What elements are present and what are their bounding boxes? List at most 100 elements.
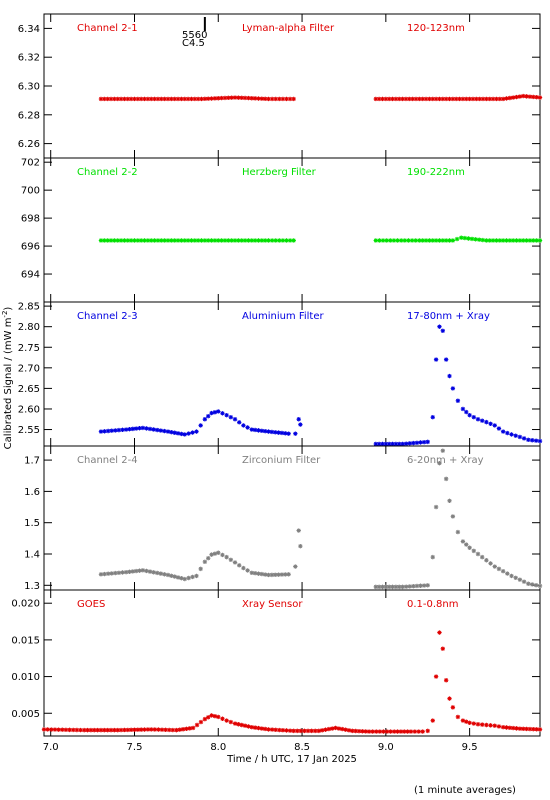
panel-filter-label: Lyman-alpha Filter <box>242 23 335 34</box>
data-series <box>41 630 543 734</box>
data-point <box>142 238 147 243</box>
data-point <box>356 728 362 734</box>
data-point <box>109 571 114 576</box>
y-tick-label: 2.70 <box>18 363 40 374</box>
data-point <box>49 727 54 732</box>
data-point <box>488 723 493 728</box>
data-point <box>534 95 539 100</box>
data-point <box>504 96 509 101</box>
data-point <box>102 571 107 577</box>
data-point <box>135 727 141 732</box>
data-point <box>249 96 254 101</box>
y-tick-label: 1.5 <box>24 518 40 529</box>
y-tick-label: 2.65 <box>18 384 40 395</box>
data-point <box>246 238 251 243</box>
data-point <box>202 238 208 243</box>
data-point <box>488 561 493 566</box>
y-tick-label: 1.6 <box>24 487 40 498</box>
data-point <box>443 238 449 243</box>
data-point <box>504 238 509 243</box>
data-point <box>149 238 154 243</box>
data-point <box>440 646 446 651</box>
data-point <box>273 96 278 102</box>
data-point <box>467 720 472 725</box>
data-point <box>123 569 129 575</box>
data-point <box>464 96 469 102</box>
data-point <box>98 572 104 577</box>
data-point <box>437 630 442 635</box>
data-point <box>309 728 314 734</box>
y-tick-label: 694 <box>21 270 40 281</box>
data-point <box>496 426 502 431</box>
data-point <box>386 441 392 447</box>
data-point <box>85 727 90 733</box>
data-point <box>407 584 412 589</box>
event-marker: 5560 C4.5 <box>182 17 207 49</box>
data-point <box>187 726 192 731</box>
data-point <box>477 96 482 102</box>
panel-channel-2-1: 6.26 6.28 6.30 6.32 6.34 Channel 2-1 Lyman-alp… <box>18 13 543 159</box>
data-point <box>455 529 461 535</box>
data-point <box>488 421 493 426</box>
data-point <box>116 570 122 575</box>
data-point <box>455 398 461 403</box>
data-point <box>490 238 496 243</box>
data-point <box>198 423 203 428</box>
data-point <box>479 418 485 423</box>
data-point <box>407 441 412 446</box>
data-point <box>484 96 489 102</box>
data-point <box>405 729 410 734</box>
data-point <box>212 238 218 243</box>
data-point <box>249 570 254 575</box>
data-point <box>484 722 489 728</box>
data-point <box>390 441 395 447</box>
data-point <box>380 96 385 102</box>
y-tick-label: 6.34 <box>18 24 40 35</box>
data-point <box>120 570 125 575</box>
panel-band-label: 6-20nm + Xray <box>407 455 484 466</box>
data-point <box>380 584 385 590</box>
data-point <box>529 582 535 587</box>
data-point <box>242 95 248 101</box>
data-point <box>284 728 289 733</box>
data-point <box>245 425 250 430</box>
data-point <box>206 96 211 101</box>
data-point <box>266 572 271 578</box>
data-point <box>252 238 258 243</box>
data-point <box>475 417 481 422</box>
data-point <box>531 726 536 732</box>
data-point <box>374 729 379 734</box>
data-point <box>182 576 187 582</box>
data-point <box>158 571 164 576</box>
data-point <box>105 571 111 576</box>
data-point <box>406 238 411 243</box>
panel-band-label: 190-222nm <box>407 167 465 178</box>
data-point <box>423 96 429 102</box>
panel-frame <box>43 157 541 303</box>
y-tick-label: 2.60 <box>18 404 40 415</box>
data-point <box>531 238 536 243</box>
data-point <box>256 96 261 101</box>
data-point <box>132 727 137 732</box>
data-point <box>492 423 497 428</box>
data-point <box>384 238 389 243</box>
data-point <box>256 428 261 433</box>
data-point <box>287 238 293 243</box>
data-point <box>510 238 516 243</box>
data-point <box>212 713 218 719</box>
data-point <box>373 96 378 102</box>
data-point <box>108 238 114 243</box>
data-point <box>514 238 519 243</box>
data-point <box>413 238 418 243</box>
y-tick-label: 0.020 <box>11 599 40 610</box>
data-point <box>376 441 382 447</box>
data-series <box>373 448 543 590</box>
data-point <box>179 238 184 243</box>
data-series <box>293 528 303 569</box>
data-point <box>521 726 526 731</box>
data-point <box>113 428 118 433</box>
y-tick-label: 700 <box>21 186 40 197</box>
y-tick-label: 2.80 <box>18 322 40 333</box>
data-point <box>505 430 510 436</box>
data-point <box>280 728 286 733</box>
